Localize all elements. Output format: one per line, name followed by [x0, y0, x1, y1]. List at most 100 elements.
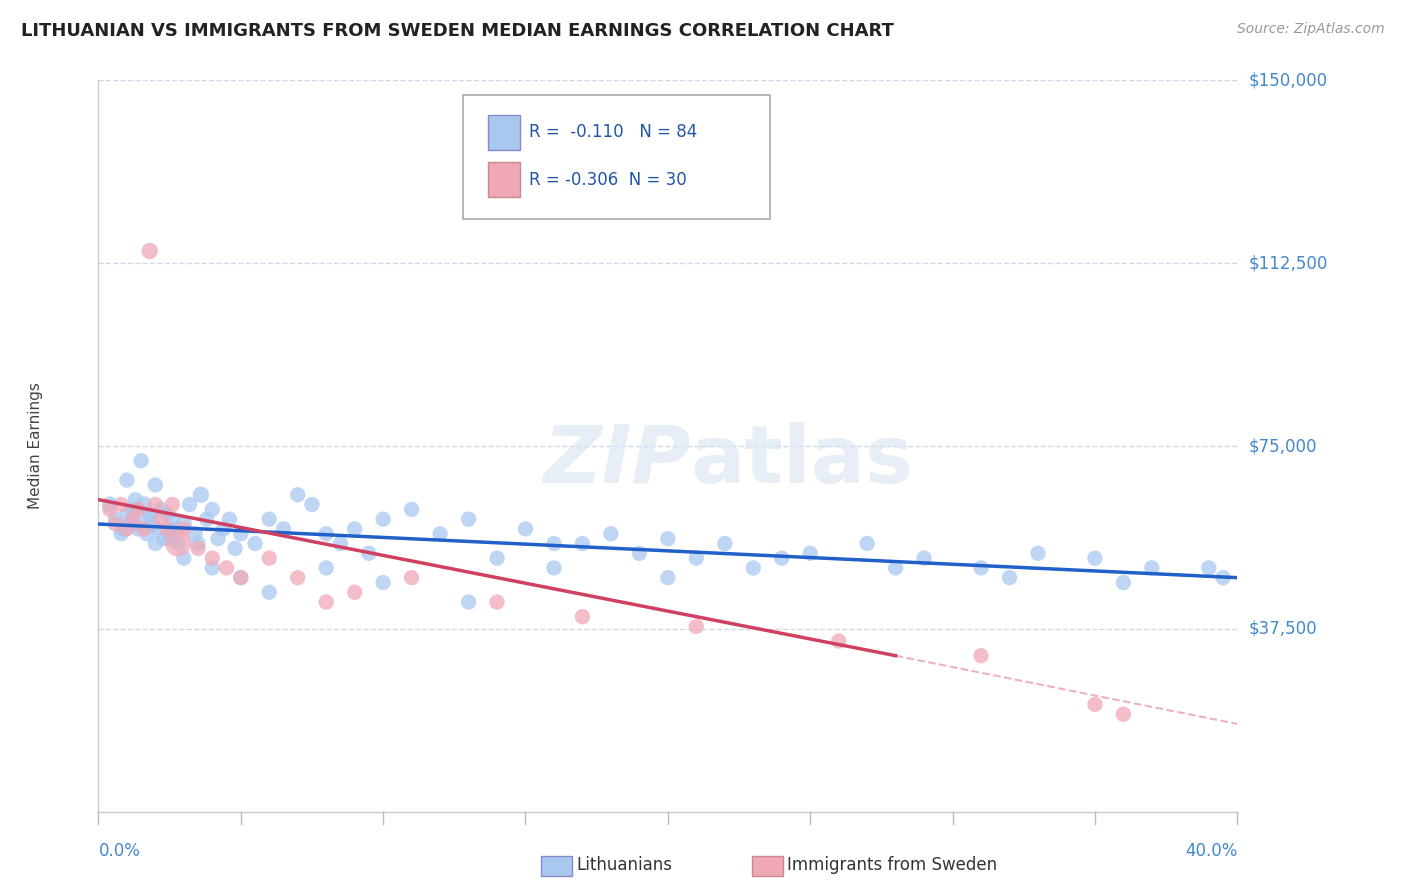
Point: [118, 516, 141, 531]
Point: [998, 571, 1021, 585]
Point: [132, 522, 155, 536]
Point: [1212, 571, 1234, 585]
Point: [1084, 551, 1107, 566]
Point: [259, 551, 281, 566]
Point: [129, 512, 152, 526]
Text: Median Earnings: Median Earnings: [28, 383, 44, 509]
Text: $75,000: $75,000: [1249, 437, 1317, 455]
Point: [104, 512, 127, 526]
Point: [148, 522, 170, 536]
Point: [1140, 561, 1163, 575]
Point: [132, 498, 155, 512]
Point: [600, 526, 623, 541]
Point: [165, 522, 187, 536]
Text: ZIP: ZIP: [543, 422, 690, 500]
Point: [828, 634, 851, 648]
Point: [543, 561, 565, 575]
Point: [162, 498, 184, 512]
Point: [685, 551, 707, 566]
Point: [1112, 707, 1135, 722]
Point: [970, 648, 993, 663]
Point: [912, 551, 935, 566]
Point: [98, 502, 121, 516]
Point: [121, 512, 143, 526]
Point: [259, 585, 281, 599]
Point: [112, 522, 135, 536]
Point: [714, 536, 737, 550]
Point: [167, 536, 190, 550]
Point: [104, 516, 127, 531]
Point: [287, 571, 309, 585]
Point: [150, 502, 173, 516]
Point: [98, 498, 121, 512]
Point: [224, 541, 246, 556]
Text: $112,500: $112,500: [1249, 254, 1327, 272]
Point: [259, 512, 281, 526]
Point: [150, 512, 173, 526]
Point: [201, 551, 224, 566]
Point: [138, 244, 160, 258]
Text: 0.0%: 0.0%: [98, 842, 141, 860]
Text: Immigrants from Sweden: Immigrants from Sweden: [787, 856, 997, 874]
Point: [315, 561, 337, 575]
Point: [486, 595, 509, 609]
Point: [287, 488, 309, 502]
Point: [127, 522, 149, 536]
FancyBboxPatch shape: [463, 95, 770, 219]
Point: [315, 595, 337, 609]
Point: [110, 526, 132, 541]
Point: [167, 536, 190, 550]
Point: [121, 502, 143, 516]
Point: [329, 536, 352, 550]
Point: [1198, 561, 1220, 575]
Point: [571, 609, 593, 624]
Point: [201, 502, 224, 516]
Point: [657, 571, 679, 585]
Point: [201, 561, 224, 575]
Point: [127, 502, 149, 516]
Text: $37,500: $37,500: [1249, 620, 1317, 638]
Point: [401, 571, 423, 585]
FancyBboxPatch shape: [488, 162, 520, 197]
Point: [162, 512, 184, 526]
Text: 40.0%: 40.0%: [1185, 842, 1237, 860]
Point: [184, 526, 207, 541]
Point: [215, 561, 238, 575]
Text: R =  -0.110   N = 84: R = -0.110 N = 84: [529, 123, 697, 141]
Point: [401, 502, 423, 516]
Point: [115, 473, 138, 487]
Text: atlas: atlas: [690, 422, 914, 500]
Point: [115, 522, 138, 536]
Point: [229, 571, 252, 585]
Point: [343, 522, 366, 536]
Point: [145, 498, 167, 512]
Point: [190, 488, 212, 502]
Point: [628, 546, 651, 560]
Point: [159, 532, 181, 546]
Point: [343, 585, 366, 599]
Point: [207, 532, 229, 546]
Point: [970, 561, 993, 575]
Text: R = -0.306  N = 30: R = -0.306 N = 30: [529, 170, 686, 189]
Point: [357, 546, 380, 560]
Point: [1084, 698, 1107, 712]
Point: [856, 536, 879, 550]
Point: [156, 522, 179, 536]
Point: [179, 498, 201, 512]
Point: [115, 508, 138, 522]
Point: [129, 453, 152, 467]
Point: [187, 536, 209, 550]
Point: [301, 498, 323, 512]
Point: [229, 571, 252, 585]
Point: [457, 595, 479, 609]
Point: [1026, 546, 1049, 560]
Point: [135, 526, 157, 541]
Point: [110, 498, 132, 512]
Point: [657, 532, 679, 546]
Text: Lithuanians: Lithuanians: [576, 856, 672, 874]
Point: [229, 526, 252, 541]
Point: [457, 512, 479, 526]
Point: [138, 508, 160, 522]
FancyBboxPatch shape: [488, 115, 520, 150]
Point: [243, 536, 266, 550]
